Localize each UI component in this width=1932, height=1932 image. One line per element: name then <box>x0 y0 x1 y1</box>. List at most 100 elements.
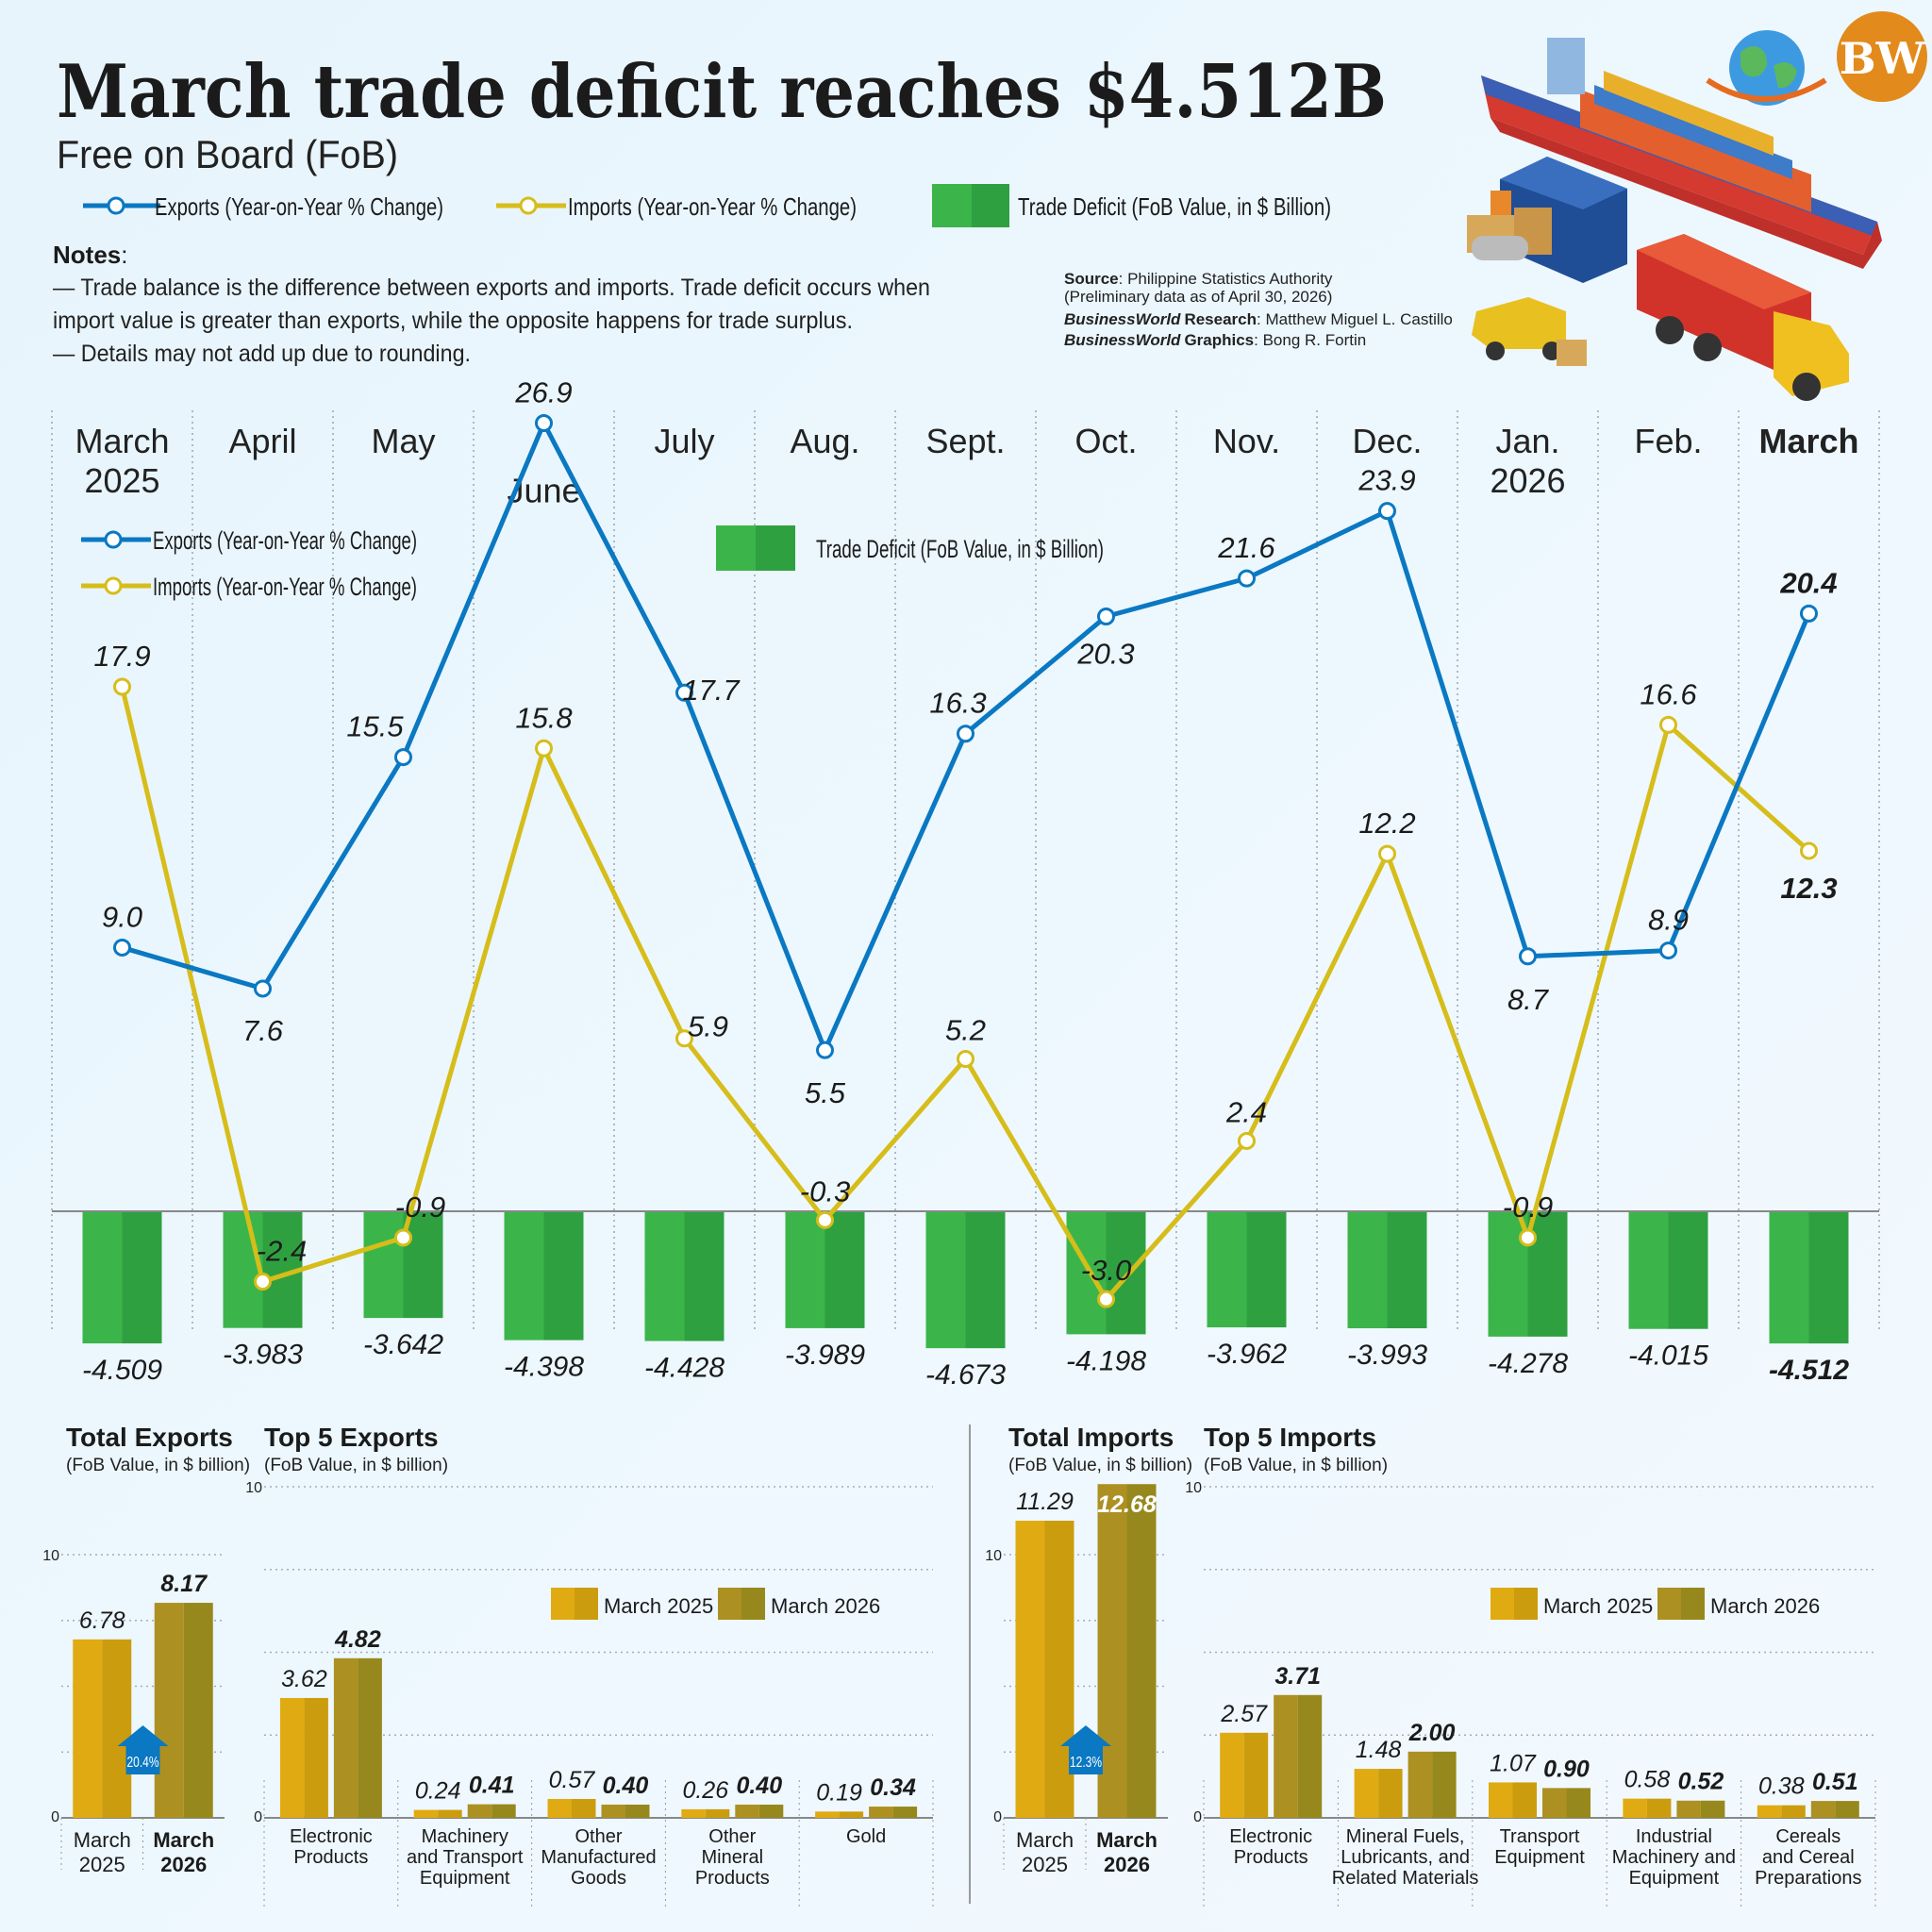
category-label: March 2026 <box>153 1828 214 1876</box>
source-text: Philippine Statistics Authority <box>1127 270 1333 288</box>
exports-point <box>1659 941 1677 960</box>
month-label: April <box>228 422 296 460</box>
bar-value-label: 0.24 <box>415 1778 461 1805</box>
total-exports-chart: Total Exports (FoB Value, in $ billion) 0 1… <box>42 1423 250 1876</box>
imports-point <box>1378 844 1396 863</box>
imports-value-label: 12.3 <box>1780 872 1837 905</box>
category-label: Other Mineral Products <box>695 1826 770 1889</box>
deficit-swatch-shade <box>972 184 1009 227</box>
month-label: March <box>1758 422 1858 460</box>
bar <box>1274 1694 1298 1818</box>
exports-value-label: 20.3 <box>1076 637 1134 670</box>
imports-point <box>1659 715 1677 734</box>
imports-point <box>1097 1290 1115 1308</box>
deficit-bar-shade <box>824 1211 865 1328</box>
bar-shade <box>1243 1732 1269 1818</box>
imports-value-label: 16.6 <box>1640 677 1697 710</box>
note-line-2: import value is greater than exports, wh… <box>53 308 853 334</box>
category-label-line: March <box>1096 1828 1158 1852</box>
category-label-line: Products <box>695 1868 770 1889</box>
imports-value-label: -2.4 <box>257 1235 307 1268</box>
month-label: Nov. <box>1213 422 1280 460</box>
research-label: Research <box>1184 310 1257 328</box>
source-note: (Preliminary data as of April 30, 2026) <box>1064 288 1332 306</box>
page-subtitle: Free on Board (FoB) <box>57 132 398 176</box>
category-label-line: Electronic <box>1229 1826 1312 1847</box>
imports-point <box>1238 1131 1256 1150</box>
deficit-bar-shade <box>1106 1211 1146 1335</box>
imports-value-label: 15.8 <box>515 701 573 734</box>
top-exports-chart: Top 5 Exports (FoB Value, in $ billion) 0 1… <box>245 1423 934 1907</box>
bar <box>1015 1521 1045 1818</box>
bar <box>73 1639 103 1818</box>
imports-point <box>1800 841 1818 860</box>
category-label-line: Cereals <box>1775 1826 1840 1847</box>
month-label-line: Jan. <box>1495 422 1559 460</box>
bar <box>547 1798 572 1818</box>
category-label-line: Related Materials <box>1332 1868 1479 1889</box>
month-label-line: Aug. <box>790 422 859 460</box>
logo-text: BW <box>1840 33 1926 84</box>
category-label-line: Equipment <box>1629 1868 1720 1889</box>
month-label-line: July <box>654 422 714 460</box>
bar-shade <box>758 1804 784 1818</box>
imports-point <box>535 739 553 758</box>
bar-shade <box>1297 1694 1323 1818</box>
bar-value-label: 8.17 <box>160 1571 208 1597</box>
globe-icon <box>1706 30 1827 106</box>
bar-shade <box>1126 1484 1157 1818</box>
category-label-line: Transport <box>1500 1826 1580 1847</box>
bar-value-label: 6.78 <box>79 1607 125 1634</box>
bar <box>413 1809 439 1818</box>
bar-value-label: 3.71 <box>1274 1663 1321 1690</box>
bar-value-label: 0.41 <box>469 1773 515 1799</box>
imports-value-label: -0.3 <box>800 1174 850 1208</box>
imports-point <box>113 677 131 696</box>
exports-value-label: 16.3 <box>929 687 986 720</box>
bar <box>1220 1732 1244 1818</box>
bar-legend: March 2025 March 2026 <box>551 1588 880 1620</box>
bar-value-label: 11.29 <box>1016 1489 1074 1515</box>
legend-exports-label: Exports (Year-on-Year % Change) <box>155 192 443 221</box>
category-label-line: Other <box>575 1826 622 1847</box>
category-label: Mineral Fuels, Lubricants, and Related Mat… <box>1332 1826 1479 1889</box>
deficit-bar-shade <box>122 1211 162 1344</box>
cargo-ship-icon <box>1481 38 1882 269</box>
month-label: July <box>654 422 714 460</box>
y-tick-label: 10 <box>42 1548 59 1564</box>
month-label: March 2025 <box>75 422 169 500</box>
legend-2025-swatch <box>551 1588 575 1620</box>
imports-point <box>394 1228 412 1247</box>
exports-marker-icon <box>107 196 125 215</box>
deficit-swatch <box>716 525 756 571</box>
bar <box>279 1697 305 1818</box>
deficit-bar <box>644 1211 685 1341</box>
graphics-line: BusinessWorld Graphics: Bong R. Fortin <box>1064 331 1366 349</box>
bar-shade <box>1432 1751 1457 1818</box>
month-label: Jan. 2026 <box>1490 422 1565 500</box>
header-legend: Exports (Year-on-Year % Change) Imports … <box>83 184 1331 227</box>
bar <box>601 1804 625 1818</box>
exports-point <box>535 413 553 432</box>
bar <box>1676 1800 1701 1818</box>
category-label: March 2026 <box>1096 1828 1158 1876</box>
category-label: Electronic Products <box>1229 1826 1312 1868</box>
deficit-bar-shade <box>684 1211 724 1341</box>
deficit-bar <box>785 1211 825 1328</box>
exports-value-label: 20.4 <box>1779 566 1837 599</box>
y-tick-label: 10 <box>985 1548 1002 1564</box>
chart-subtitle: (FoB Value, in $ billion) <box>1008 1456 1192 1475</box>
bar-shade <box>1512 1782 1537 1818</box>
imports-point <box>957 1049 974 1068</box>
chart-title: Top 5 Exports <box>264 1423 439 1452</box>
chart-title: Total Imports <box>1008 1423 1174 1452</box>
imports-value-label: 2.4 <box>1225 1095 1267 1128</box>
legend-imports-label: Imports (Year-on-Year % Change) <box>568 192 857 221</box>
y-tick-label: 0 <box>254 1809 262 1825</box>
bar <box>1489 1782 1513 1818</box>
legend-2025-label: March 2025 <box>1543 1594 1653 1618</box>
legend-exports: Exports (Year-on-Year % Change) <box>83 192 443 221</box>
